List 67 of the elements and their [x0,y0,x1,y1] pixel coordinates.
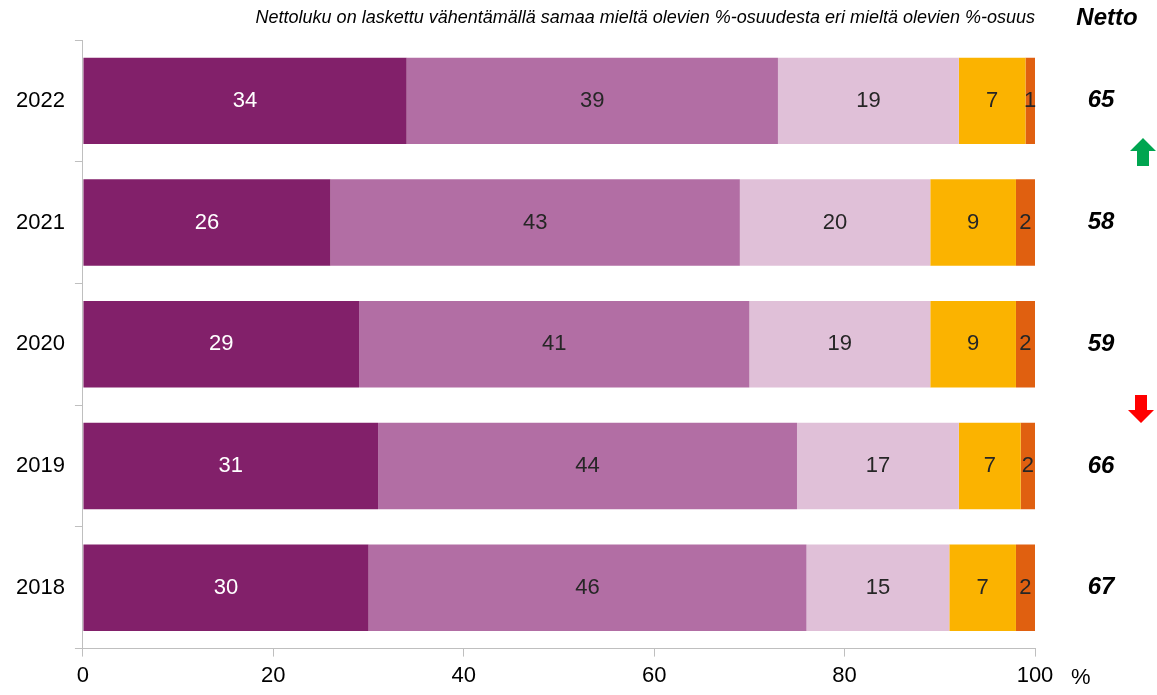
bar [359,301,750,388]
data-label: 15 [865,573,891,599]
text: 65 [1087,85,1115,113]
data-label: 41 [541,330,567,356]
data-label: 29 [209,330,234,356]
x-tick-label: 20 [261,661,286,687]
data-label: 9 [966,208,980,234]
x-tick-label: 0 [76,661,90,687]
y-tick-label: 2019 [15,452,65,478]
x-tick-label: 80 [832,661,857,687]
data-label: 7 [976,573,989,599]
bar [930,179,1016,266]
bar [930,301,1016,388]
chart-title: Nettoluku on laskettu vähentämällä samaa mieltä olevien %-osuudesta eri mieltä olevien %-osuus [255,7,1035,27]
y-tick-label: 2020 [15,330,65,356]
bar [83,57,407,145]
bar [739,179,931,266]
bar [958,422,1021,510]
bar [958,57,1026,145]
data-label: 2 [1019,330,1032,356]
data-label: 20 [822,208,848,234]
bar [1015,301,1035,388]
data-label: 46 [575,573,600,599]
data-label: 26 [194,208,220,234]
text: Netto [1076,2,1138,30]
bar [330,179,740,266]
data-label: 2 [1021,452,1034,478]
bar [1015,544,1035,631]
text: 58 [1087,207,1115,235]
bar [368,544,807,631]
text: 66 [1087,450,1115,478]
bar [406,57,778,145]
data-label: 9 [966,330,980,356]
x-tick-label: 40 [451,661,477,687]
bar [1015,179,1035,266]
bar [749,301,931,388]
x-axis-title: % [1071,664,1091,690]
data-label: 17 [865,452,891,478]
bar [806,544,950,631]
data-label: 31 [218,452,243,478]
bar [777,57,959,145]
data-label: 43 [522,208,548,234]
bar [796,422,959,510]
x-tick-label: 60 [641,661,667,687]
text: 67 [1087,572,1116,600]
bar [83,179,331,266]
data-label: 7 [983,452,996,478]
data-label: 44 [575,452,600,478]
data-label: 7 [986,86,999,112]
bar [83,544,369,631]
y-tick-label: 2018 [15,573,65,599]
y-tick-label: 2022 [15,86,65,112]
data-label: 2 [1019,208,1032,234]
data-label: 19 [827,330,853,356]
y-tick-label: 2021 [15,208,65,234]
bar [83,422,379,510]
text: 59 [1087,328,1115,356]
data-label: 39 [580,86,605,112]
data-label: 34 [232,86,258,112]
bar [1020,422,1035,510]
data-label: 19 [856,86,881,112]
data-label: 30 [213,573,239,599]
bar [378,422,797,510]
x-tick-label: 100 [1016,661,1054,687]
data-label: 2 [1019,573,1032,599]
bar [83,301,360,388]
bar [949,544,1016,631]
